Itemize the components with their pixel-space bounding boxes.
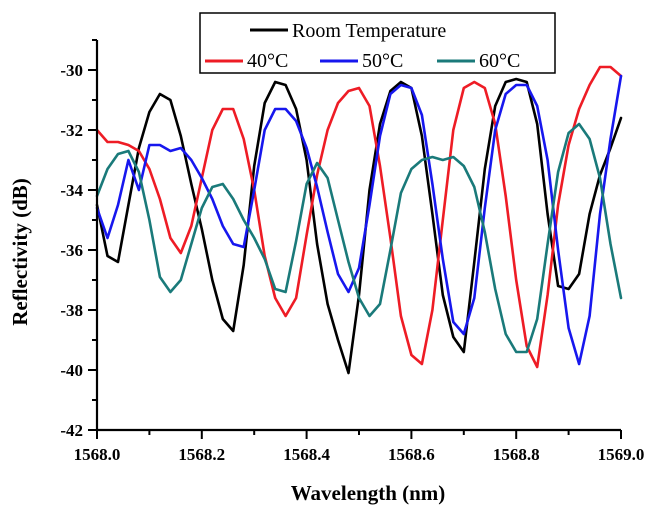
x-tick-label: 1569.0	[598, 445, 645, 464]
y-tick-label: -40	[60, 361, 83, 380]
series-line-50-c	[95, 74, 623, 366]
x-tick-label: 1568.6	[388, 445, 435, 464]
series-line-40-c	[95, 65, 623, 369]
legend-label: 40°C	[247, 50, 288, 72]
x-tick-label: 1568.8	[493, 445, 540, 464]
series-line-60-c	[95, 122, 623, 354]
x-tick-label: 1568.2	[178, 445, 225, 464]
axes: 1568.0 1568.2 1568.4 1568.6 1568.8 1569.0 -30 -…	[60, 39, 645, 464]
legend-label: 60°C	[479, 50, 520, 72]
y-tick-label: -34	[60, 181, 83, 200]
y-tick-label: -38	[60, 301, 83, 320]
y-tick-label: -36	[60, 241, 83, 260]
x-axis-title: Wavelength (nm)	[291, 481, 446, 505]
y-tick-label: -42	[60, 421, 83, 440]
series-layer	[95, 65, 623, 375]
x-tick-label: 1568.4	[283, 445, 330, 464]
legend-label: 50°C	[362, 50, 403, 72]
y-axis-title: Reflectivity (dB)	[8, 178, 32, 326]
x-tick-label: 1568.0	[74, 445, 121, 464]
y-tick-label: -32	[60, 121, 83, 140]
legend-box	[199, 12, 556, 74]
legend-label: Room Temperature	[292, 20, 446, 42]
y-tick-label: -30	[60, 61, 83, 80]
